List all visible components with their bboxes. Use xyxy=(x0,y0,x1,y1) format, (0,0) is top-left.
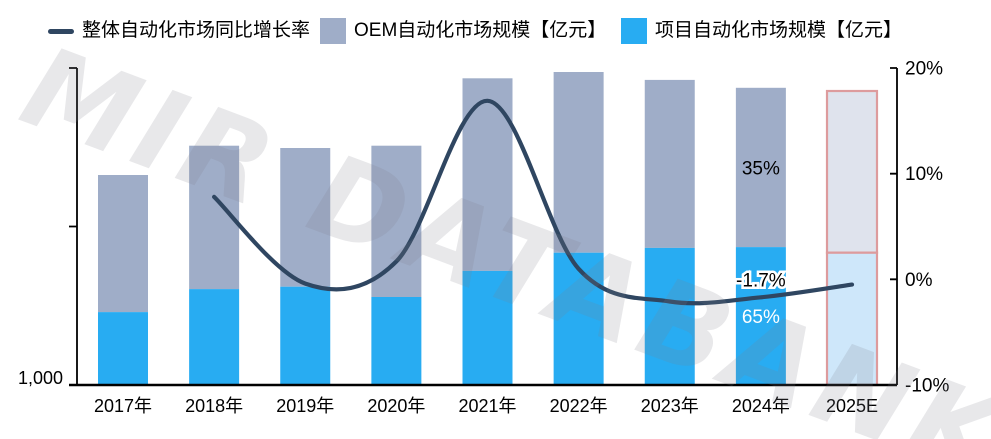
project-series-swatch-icon xyxy=(621,18,647,44)
bar-oem-2019年 xyxy=(280,148,331,287)
bar-project-2024年 xyxy=(735,247,786,385)
bar-oem-2022年 xyxy=(553,72,604,253)
bar-oem-2021年 xyxy=(462,78,513,271)
bar-project-2020年 xyxy=(371,297,422,385)
left-axis xyxy=(69,67,78,385)
bar-project-2018年 xyxy=(189,289,240,385)
bar-oem-2023年 xyxy=(644,79,695,248)
legend-label-project-market: 项目自动化市场规模【亿元】 xyxy=(655,20,903,41)
right-axis xyxy=(890,67,898,386)
annotation--1.7%: -1.7% xyxy=(736,270,786,291)
x-axis-label-2019年: 2019年 xyxy=(276,396,334,416)
bar-project-2019年 xyxy=(280,286,331,385)
x-axis-label-2023年: 2023年 xyxy=(641,396,699,416)
bar-oem-2025E xyxy=(825,89,879,254)
legend-item-project-market[interactable]: 项目自动化市场规模【亿元】 xyxy=(621,16,902,46)
left-axis-label-1000: 1,000 xyxy=(18,368,63,388)
legend-item-oem-market[interactable]: OEM自动化市场规模【亿元】 xyxy=(320,16,606,46)
annotation-65%: 65% xyxy=(742,307,780,328)
x-axis-label-2024年: 2024年 xyxy=(732,396,790,416)
bar-oem-2024年 xyxy=(735,87,786,248)
x-axis-label-2025E: 2025E xyxy=(826,396,878,416)
bar-project-2021年 xyxy=(462,270,513,385)
legend-item-growth-line[interactable]: 整体自动化市场同比增长率 xyxy=(48,16,310,46)
bar-oem-2020年 xyxy=(371,145,422,298)
right-axis-label-0%: 0% xyxy=(905,270,933,291)
x-axis-label-2020年: 2020年 xyxy=(367,396,425,416)
x-axis-label-2018年: 2018年 xyxy=(185,396,243,416)
annotation-35%: 35% xyxy=(742,159,780,180)
legend: 整体自动化市场同比增长率 OEM自动化市场规模【亿元】 项目自动化市场规模【亿元… xyxy=(0,0,991,52)
line-series-swatch-icon xyxy=(48,28,74,34)
legend-label-growth-line: 整体自动化市场同比增长率 xyxy=(82,20,311,41)
right-axis-label--10%: -10% xyxy=(905,376,949,397)
bar-oem-2017年 xyxy=(98,175,148,313)
bar-project-2017年 xyxy=(98,312,148,385)
x-axis-label-2022年: 2022年 xyxy=(550,396,608,416)
oem-series-swatch-icon xyxy=(320,18,346,44)
right-axis-label-20%: 20% xyxy=(905,59,943,80)
right-axis-label-10%: 10% xyxy=(905,164,943,185)
x-axis-label-2021年: 2021年 xyxy=(458,396,516,416)
x-axis-label-2017年: 2017年 xyxy=(94,396,152,416)
bar-project-2022年 xyxy=(553,252,604,385)
bar-project-2023年 xyxy=(644,247,695,385)
legend-label-oem-market: OEM自动化市场规模【亿元】 xyxy=(354,20,607,41)
bar-project-2025E xyxy=(825,251,879,387)
growth-line xyxy=(212,98,855,306)
